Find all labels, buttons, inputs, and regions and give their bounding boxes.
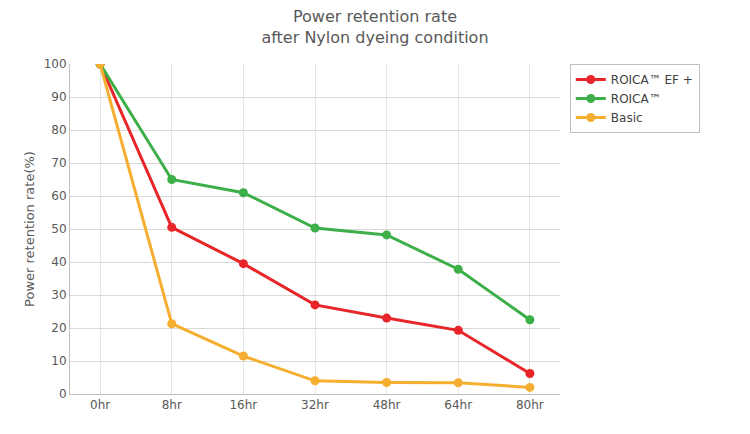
svg-text:80: 80	[51, 123, 66, 137]
svg-text:16hr: 16hr	[229, 398, 257, 412]
svg-text:32hr: 32hr	[301, 398, 329, 412]
svg-text:80hr: 80hr	[516, 398, 544, 412]
svg-text:0hr: 0hr	[90, 398, 110, 412]
svg-text:100: 100	[44, 57, 67, 71]
svg-text:90: 90	[51, 90, 66, 104]
svg-text:Power retention rateafter Nylo: Power retention rateafter Nylon dyeing c…	[261, 7, 488, 47]
svg-text:48hr: 48hr	[373, 398, 401, 412]
svg-text:ROICA™ EF +: ROICA™ EF +	[611, 73, 693, 87]
svg-text:20: 20	[51, 321, 66, 335]
svg-text:0: 0	[59, 387, 67, 401]
svg-text:40: 40	[51, 255, 66, 269]
svg-text:8hr: 8hr	[162, 398, 182, 412]
svg-text:30: 30	[51, 288, 66, 302]
svg-text:10: 10	[51, 354, 66, 368]
svg-text:Power retention rate(%): Power retention rate(%)	[22, 151, 37, 307]
svg-text:60: 60	[51, 189, 66, 203]
svg-text:50: 50	[51, 222, 66, 236]
svg-text:64hr: 64hr	[444, 398, 472, 412]
svg-text:70: 70	[51, 156, 66, 170]
svg-text:ROICA™: ROICA™	[611, 92, 661, 106]
svg-text:Basic: Basic	[611, 111, 643, 125]
